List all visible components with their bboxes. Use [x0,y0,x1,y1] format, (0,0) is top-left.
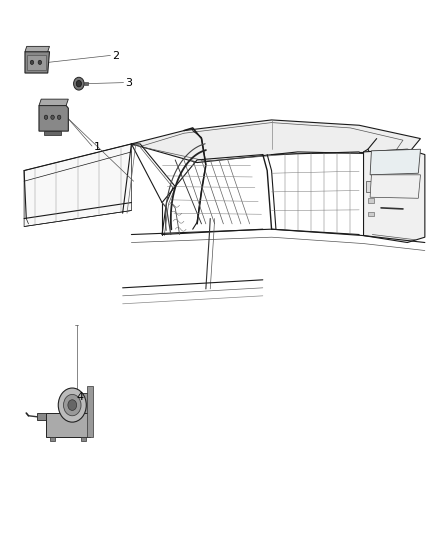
Polygon shape [368,198,374,203]
Polygon shape [370,175,420,198]
Text: 2: 2 [112,51,119,61]
Polygon shape [44,131,61,135]
Circle shape [57,115,61,119]
Polygon shape [368,212,374,216]
Polygon shape [25,46,49,52]
Polygon shape [87,386,93,437]
Circle shape [44,115,48,119]
Text: 4: 4 [77,392,84,402]
Polygon shape [370,149,420,175]
Polygon shape [81,437,86,441]
Circle shape [51,115,54,119]
Circle shape [58,388,86,422]
Polygon shape [50,437,55,441]
Polygon shape [84,82,88,85]
Text: 3: 3 [125,78,132,87]
Polygon shape [37,413,46,420]
Polygon shape [39,99,68,106]
Polygon shape [25,52,49,73]
Polygon shape [27,55,46,70]
Circle shape [76,80,81,87]
Polygon shape [24,144,131,227]
Circle shape [64,394,81,416]
Polygon shape [39,106,68,131]
Circle shape [38,60,42,64]
Polygon shape [364,149,425,243]
Text: 1: 1 [94,142,101,151]
Circle shape [74,77,84,90]
Polygon shape [46,413,90,437]
Polygon shape [366,181,383,192]
Polygon shape [79,393,90,413]
Circle shape [30,60,34,64]
Circle shape [68,400,77,410]
Polygon shape [131,120,420,163]
